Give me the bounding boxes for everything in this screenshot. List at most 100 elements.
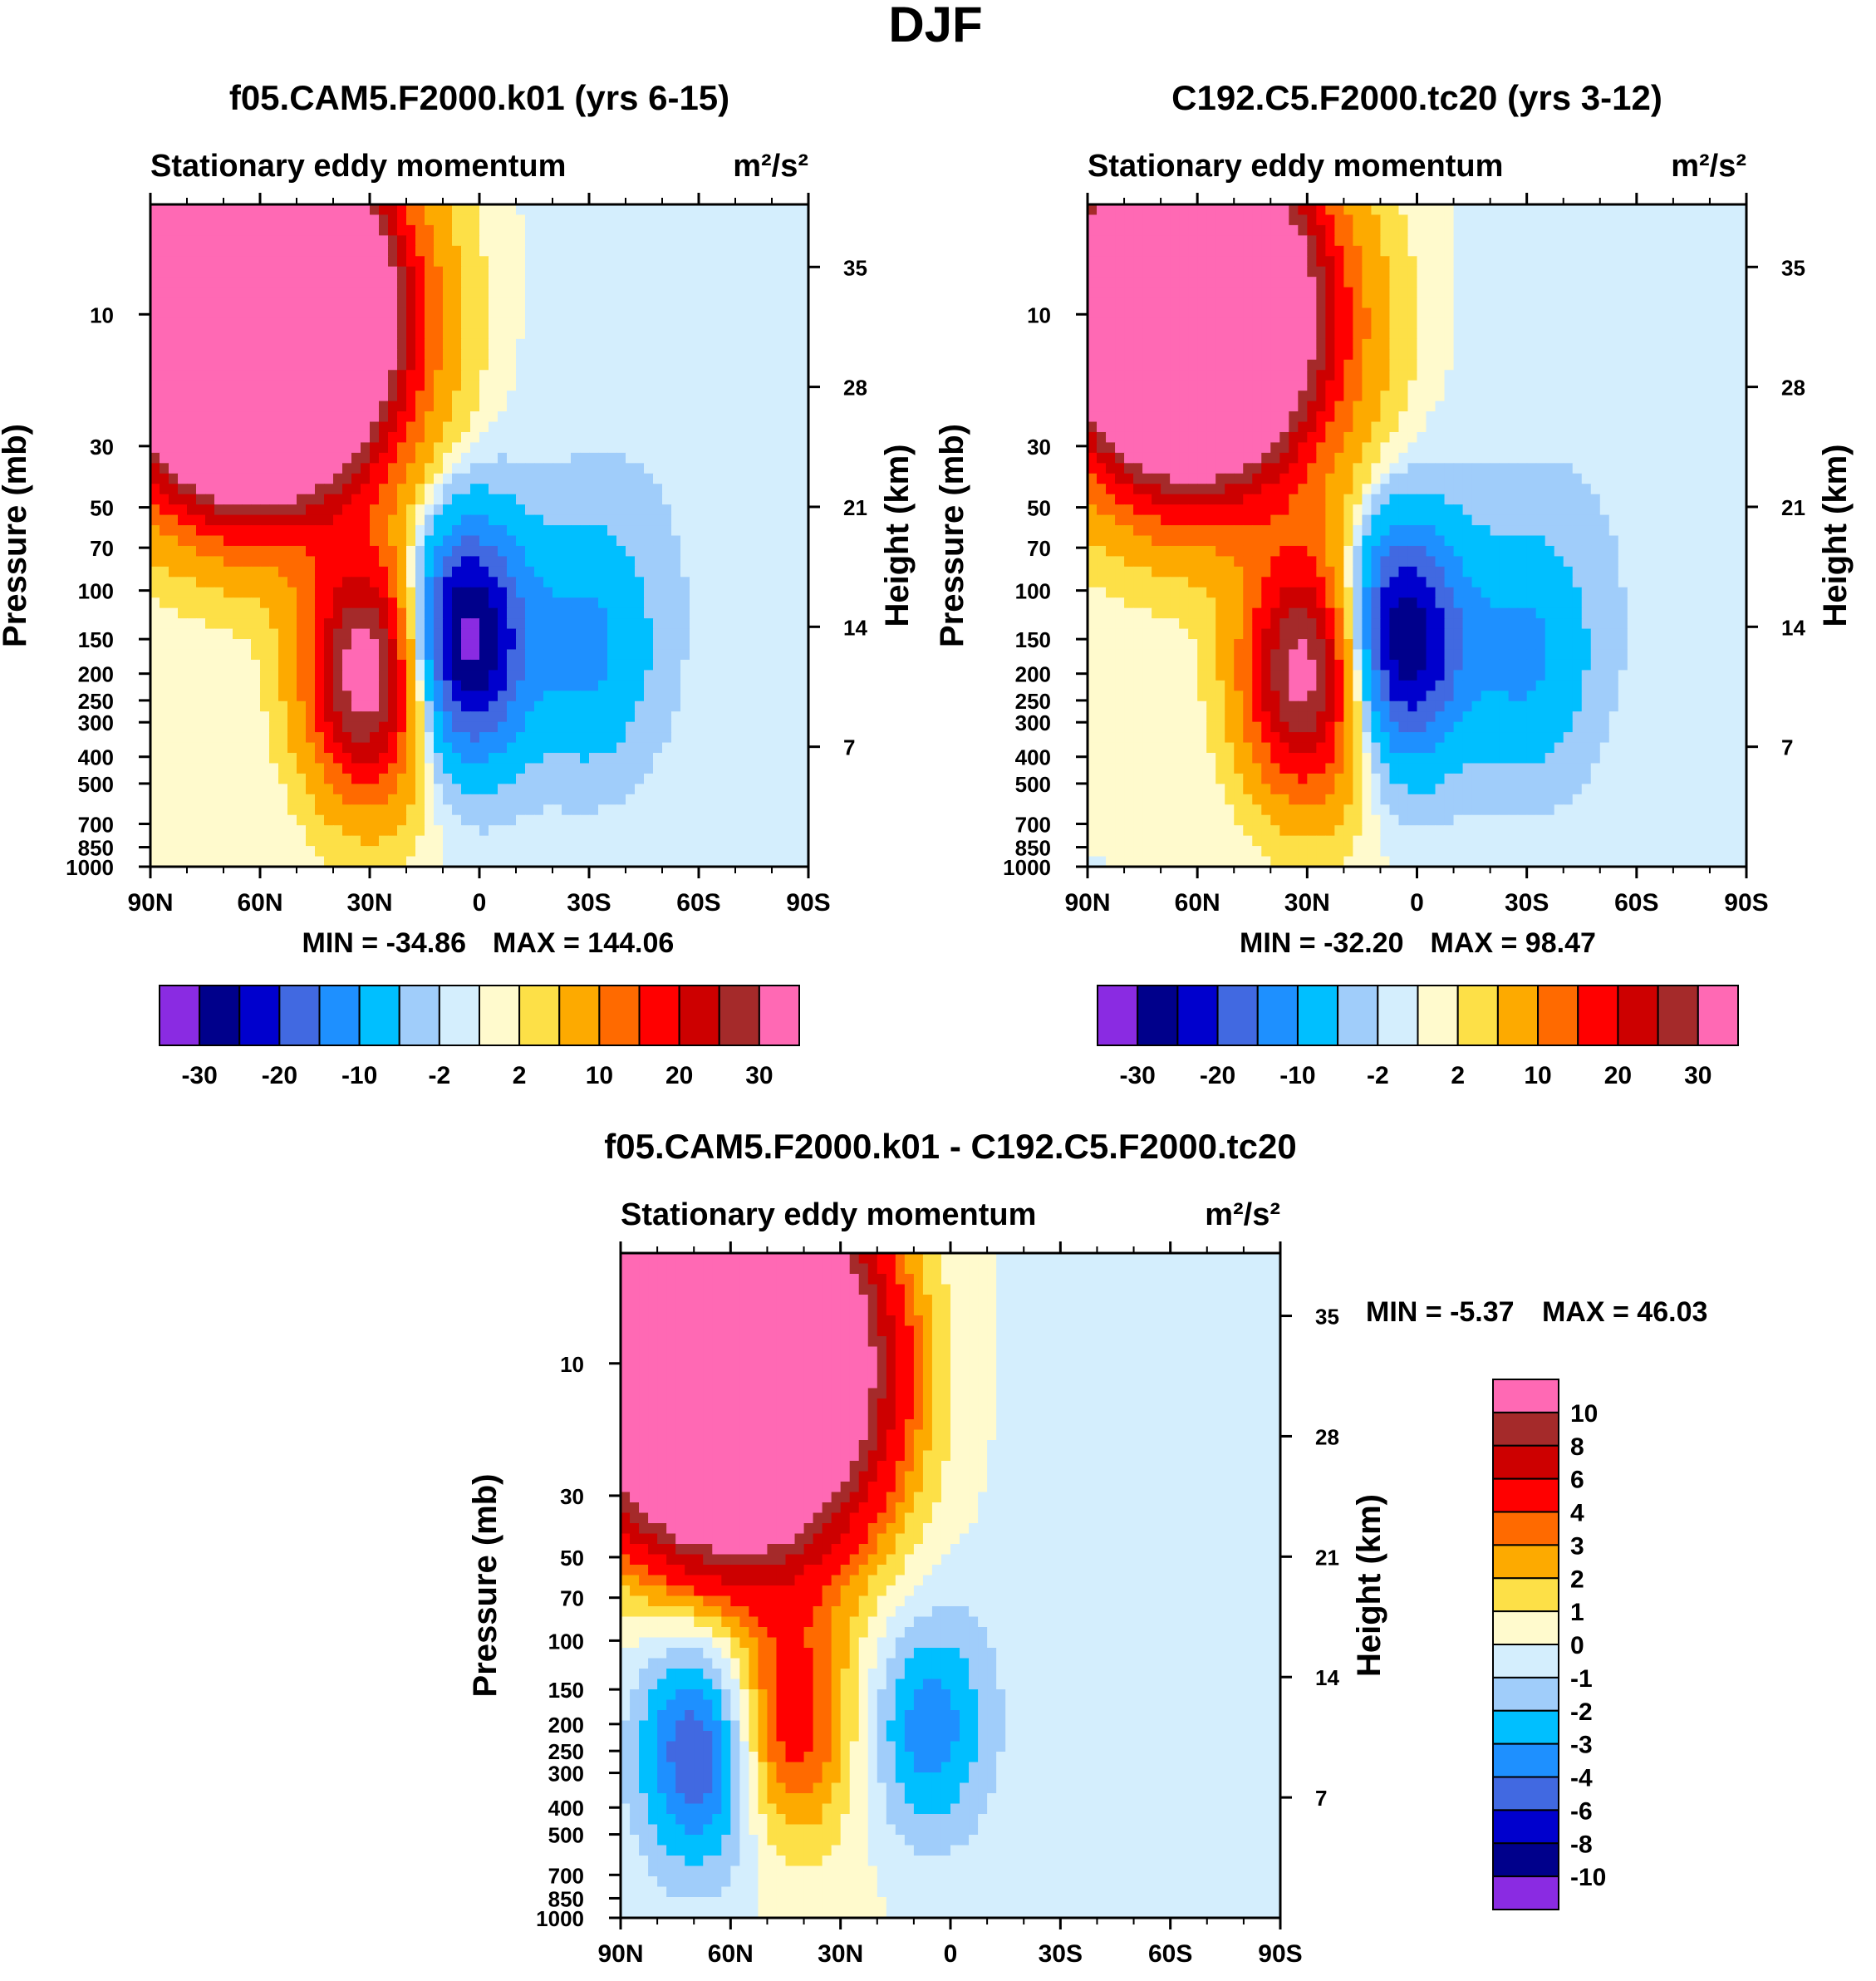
contour-cell: [461, 401, 471, 412]
contour-cell: [735, 349, 745, 361]
contour-cell: [324, 204, 334, 216]
contour-cell: [150, 277, 160, 288]
contour-cell: [525, 856, 535, 868]
contour-cell: [260, 431, 270, 444]
contour-cell: [781, 484, 791, 495]
contour-cell: [351, 711, 361, 723]
contour-cell: [223, 256, 233, 268]
contour-cell: [571, 256, 581, 268]
contour-cell: [580, 452, 590, 464]
contour-cell: [498, 204, 508, 216]
contour-cell: [306, 349, 316, 361]
contour-cell: [351, 773, 361, 784]
contour-cell: [315, 628, 325, 640]
contour-cell: [562, 587, 572, 598]
contour-cell: [744, 401, 754, 412]
contour-cell: [726, 711, 736, 723]
contour-cell: [361, 391, 371, 402]
contour-cell: [187, 577, 197, 588]
contour-cell: [635, 763, 645, 774]
contour-cell: [150, 856, 160, 868]
contour-cell: [726, 328, 736, 340]
contour-cell: [671, 401, 681, 412]
contour-cell: [169, 742, 179, 754]
contour-cell: [589, 700, 599, 712]
contour-cell: [443, 245, 453, 257]
contour-cell: [169, 287, 179, 298]
contour-cell: [278, 421, 288, 433]
contour-cell: [772, 742, 782, 754]
contour-cell: [479, 607, 489, 619]
contour-cell: [598, 577, 608, 588]
contour-cell: [342, 846, 352, 858]
contour-cell: [297, 856, 307, 868]
contour-cell: [653, 349, 663, 361]
contour-cell: [379, 514, 389, 526]
contour-cell: [479, 380, 489, 391]
contour-cell: [580, 670, 590, 681]
contour-cell: [644, 691, 654, 702]
contour-cell: [397, 835, 407, 847]
contour-cell: [461, 577, 471, 588]
contour-cell: [397, 214, 407, 226]
contour-cell: [708, 597, 718, 609]
contour-cell: [571, 659, 581, 671]
contour-cell: [169, 794, 179, 805]
contour-cell: [616, 359, 626, 371]
contour-cell: [187, 401, 197, 412]
contour-cell: [324, 846, 334, 858]
contour-cell: [1526, 204, 1537, 216]
contour-cell: [333, 670, 343, 681]
contour-cell: [187, 535, 197, 547]
contour-cell: [680, 359, 690, 371]
contour-cell: [562, 649, 572, 661]
contour-cell: [534, 256, 544, 268]
contour-cell: [214, 214, 224, 226]
contour-cell: [489, 421, 498, 433]
contour-cell: [461, 307, 471, 319]
contour-cell: [626, 359, 636, 371]
contour-cell: [1188, 235, 1198, 247]
contour-cell: [278, 256, 288, 268]
contour-cell: [571, 349, 581, 361]
contour-cell: [571, 411, 581, 423]
contour-cell: [790, 773, 800, 784]
contour-cell: [178, 317, 188, 330]
contour-cell: [516, 494, 526, 505]
contour-cell: [397, 266, 407, 278]
contour-cell: [196, 649, 206, 661]
contour-cell: [461, 277, 471, 288]
contour-cell: [708, 401, 718, 412]
contour-cell: [425, 266, 435, 278]
contour-cell: [223, 814, 233, 826]
contour-cell: [1279, 224, 1289, 236]
contour-cell: [662, 504, 672, 516]
contour-cell: [1545, 204, 1555, 216]
contour-cell: [425, 825, 435, 837]
contour-cell: [680, 804, 690, 816]
contour-cell: [278, 711, 288, 723]
contour-cell: [260, 680, 270, 691]
contour-cell: [525, 628, 535, 640]
contour-cell: [534, 307, 544, 319]
contour-cell: [443, 577, 453, 588]
contour-cell: [754, 732, 764, 744]
contour-cell: [379, 846, 389, 858]
contour-cell: [525, 846, 535, 858]
contour-cell: [452, 691, 462, 702]
contour-cell: [205, 742, 215, 754]
contour-cell: [626, 431, 636, 444]
contour-cell: [223, 566, 233, 578]
contour-cell: [388, 566, 398, 578]
contour-cell: [388, 804, 398, 816]
contour-cell: [379, 204, 389, 216]
contour-cell: [735, 680, 745, 691]
contour-cell: [251, 607, 261, 619]
contour-cell: [150, 307, 160, 319]
contour-cell: [534, 835, 544, 847]
contour-cell: [799, 814, 809, 826]
contour-cell: [406, 370, 416, 381]
contour-cell: [790, 452, 800, 464]
contour-cell: [187, 628, 197, 640]
contour-cell: [470, 504, 480, 516]
